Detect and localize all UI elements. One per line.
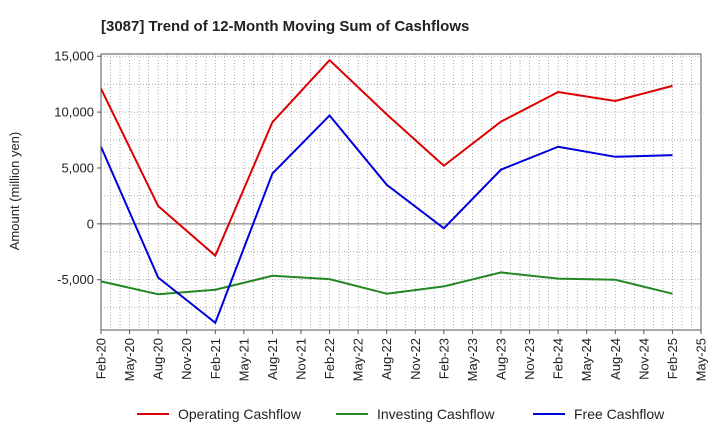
x-tick-label: Aug-22 (379, 338, 394, 380)
x-tick-label: May-20 (122, 338, 137, 381)
x-tick-label: Feb-23 (436, 338, 451, 379)
legend-label: Investing Cashflow (377, 406, 495, 422)
y-tick-label: -5,000 (57, 272, 94, 287)
x-tick-label: Feb-21 (208, 338, 223, 379)
legend-label: Operating Cashflow (178, 406, 302, 422)
x-tick-label: Aug-21 (265, 338, 280, 380)
y-tick-label: 15,000 (54, 49, 94, 64)
x-tick-label: Aug-24 (608, 338, 623, 380)
y-axis-ticks: 15,000 10,000 5,000 0 -5,000 (54, 49, 101, 287)
y-tick-label: 5,000 (61, 160, 94, 175)
x-tick-label: Nov-20 (179, 338, 194, 380)
x-tick-label: Feb-24 (551, 338, 566, 379)
x-tick-label: Feb-25 (665, 338, 680, 379)
x-tick-label: Feb-20 (94, 338, 109, 379)
x-tick-label: Nov-23 (522, 338, 537, 380)
x-axis-ticks: Feb-20 May-20 Aug-20 Nov-20 Feb-21 May-21 Aug-… (94, 330, 709, 381)
x-tick-label: May-21 (236, 338, 251, 381)
x-tick-label: May-24 (579, 338, 594, 381)
x-tick-label: Nov-21 (294, 338, 309, 380)
x-tick-label: Aug-20 (151, 338, 166, 380)
series-lines (100, 58, 673, 325)
y-tick-label: 10,000 (54, 105, 94, 120)
x-tick-label: Feb-22 (322, 338, 337, 379)
plot-frame (100, 53, 702, 331)
y-axis-label: Amount (million yen) (7, 132, 22, 251)
legend: Operating Cashflow Investing Cashflow Free… (137, 406, 665, 422)
series-line-operating-cashflow (100, 58, 673, 258)
x-tick-label: May-23 (465, 338, 480, 381)
x-tick-label: Nov-24 (636, 338, 651, 380)
grid (100, 54, 702, 330)
y-tick-label: 0 (87, 216, 94, 231)
x-tick-label: Aug-23 (494, 338, 509, 380)
chart-title: [3087] Trend of 12-Month Moving Sum of C… (101, 18, 469, 35)
x-tick-label: May-22 (351, 338, 366, 381)
series-line-investing-cashflow (100, 271, 673, 296)
series-line-free-cashflow (100, 113, 673, 325)
x-tick-label: May-25 (694, 338, 709, 381)
x-tick-label: Nov-22 (408, 338, 423, 380)
legend-label: Free Cashflow (574, 406, 665, 422)
